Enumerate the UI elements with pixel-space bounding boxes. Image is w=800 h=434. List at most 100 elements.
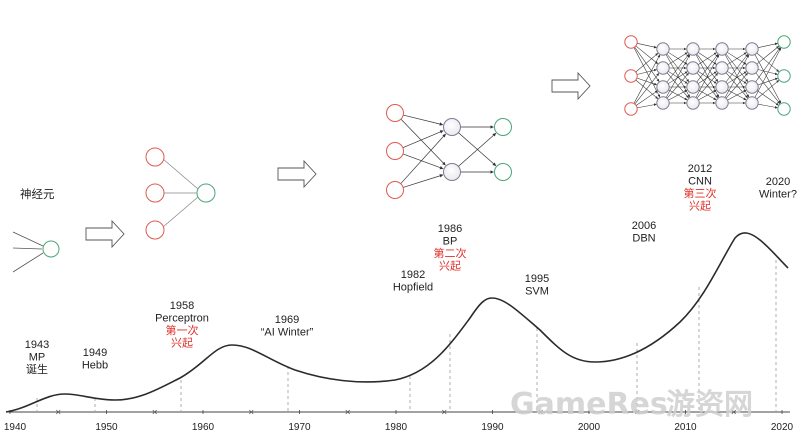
- perceptron-input-node: [145, 183, 165, 203]
- deep-edge: [696, 54, 719, 83]
- axis-minor-tick: [152, 409, 157, 415]
- deep-edge: [668, 89, 688, 101]
- mlp-input-node: [386, 142, 404, 160]
- deep-hidden-node: [686, 61, 700, 75]
- deep-edge: [636, 77, 657, 86]
- mlp-network: [386, 104, 512, 199]
- mlp-edge: [402, 130, 444, 149]
- event-text: 2012: [688, 163, 712, 175]
- deep-edge: [635, 90, 658, 106]
- axis-year-label: 1970: [288, 422, 311, 433]
- deep-edge: [756, 80, 780, 100]
- deep-edge: [698, 52, 717, 65]
- deep-edge: [635, 45, 659, 64]
- perceptron-network: [145, 147, 216, 240]
- event-text: 1995: [525, 273, 549, 285]
- mlp-edge: [403, 174, 444, 188]
- neuron-output-node: [42, 240, 60, 258]
- deep-edge: [634, 46, 660, 82]
- deep-hidden-node: [656, 96, 670, 110]
- event-text: MP: [29, 352, 46, 364]
- deep-edge: [666, 54, 690, 83]
- deep-input-node: [624, 69, 638, 83]
- mlp-edge: [402, 153, 444, 170]
- event-text: 1958: [170, 300, 194, 312]
- deep-hidden-node: [656, 80, 670, 94]
- deep-edge: [636, 43, 657, 49]
- event-highlight-text: 兴起: [171, 337, 193, 350]
- deep-edge: [668, 52, 688, 65]
- deep-input-node: [624, 102, 638, 116]
- event-text: BP: [443, 236, 458, 248]
- deep-edge: [698, 71, 717, 84]
- deep-edge: [755, 72, 781, 104]
- deep-hidden-node: [715, 96, 729, 110]
- axis-year-label: 1960: [192, 422, 215, 433]
- deep-hidden-node: [656, 61, 670, 75]
- mlp-input-node: [386, 181, 404, 199]
- deep-edge: [757, 77, 778, 86]
- deep-hidden-node: [686, 96, 700, 110]
- deep-edge: [696, 72, 718, 99]
- deep-edge: [633, 54, 661, 104]
- deep-edge: [756, 90, 779, 106]
- axis-year-label: 2010: [674, 422, 697, 433]
- deep-edge: [756, 52, 780, 72]
- deep-edge: [758, 103, 778, 109]
- perceptron-output-node: [196, 183, 216, 203]
- axis-minor-tick: [731, 409, 736, 415]
- deep-edge: [695, 54, 720, 98]
- axis-minor-tick: [56, 409, 61, 415]
- mlp-output-node: [494, 163, 512, 181]
- event-label-1969: 1969“AI Winter”: [261, 314, 314, 339]
- mlp-edge: [403, 114, 444, 126]
- deep-hidden-node: [656, 42, 670, 56]
- deep-edge: [754, 47, 782, 98]
- event-text: 诞生: [26, 362, 48, 376]
- event-text: 1969: [275, 314, 299, 326]
- watermark: GameRes 游资网: [510, 387, 753, 422]
- deep-edge: [725, 72, 748, 99]
- deep-edge: [635, 79, 659, 99]
- mlp-output-node: [494, 118, 512, 136]
- event-text: DBN: [632, 233, 655, 245]
- event-text: 1949: [83, 347, 107, 359]
- watermark-latin: GameRes: [510, 387, 668, 422]
- deep-hidden-node: [686, 42, 700, 56]
- deep-edge: [724, 54, 749, 98]
- event-highlight-text: 兴起: [689, 200, 711, 213]
- perceptron-edge: [162, 196, 199, 228]
- deep-hidden-node: [715, 61, 729, 75]
- axis-minor-tick: [538, 409, 543, 415]
- axis-ticks: 1940 1950 1960 1970 1980 1990 2000 2010 2020: [4, 409, 794, 433]
- mlp-hidden-node: [443, 163, 461, 181]
- stage-arrow-2: [277, 159, 317, 189]
- deep-hidden-node: [745, 61, 759, 75]
- deep-hidden-node: [686, 80, 700, 94]
- deep-hidden-node: [715, 42, 729, 56]
- mlp-edge: [458, 132, 497, 166]
- deep-edge: [727, 52, 747, 65]
- neuron-input-line: [12, 231, 44, 247]
- event-text: 2006: [632, 220, 656, 232]
- event-text: 1986: [438, 223, 462, 235]
- axis-year-label: 2020: [771, 422, 794, 433]
- event-text: Perceptron: [155, 313, 209, 325]
- mlp-input-node: [386, 104, 404, 122]
- deep-edge: [698, 89, 717, 101]
- deep-edge: [668, 71, 688, 84]
- axis-minor-tick: [635, 409, 640, 415]
- event-highlight-text: 第三次: [684, 186, 717, 200]
- mlp-edge: [400, 118, 446, 166]
- deep-output-node: [777, 102, 791, 116]
- deep-edge: [727, 71, 747, 84]
- deep-edge: [635, 53, 659, 73]
- popularity-curve: [5, 232, 789, 413]
